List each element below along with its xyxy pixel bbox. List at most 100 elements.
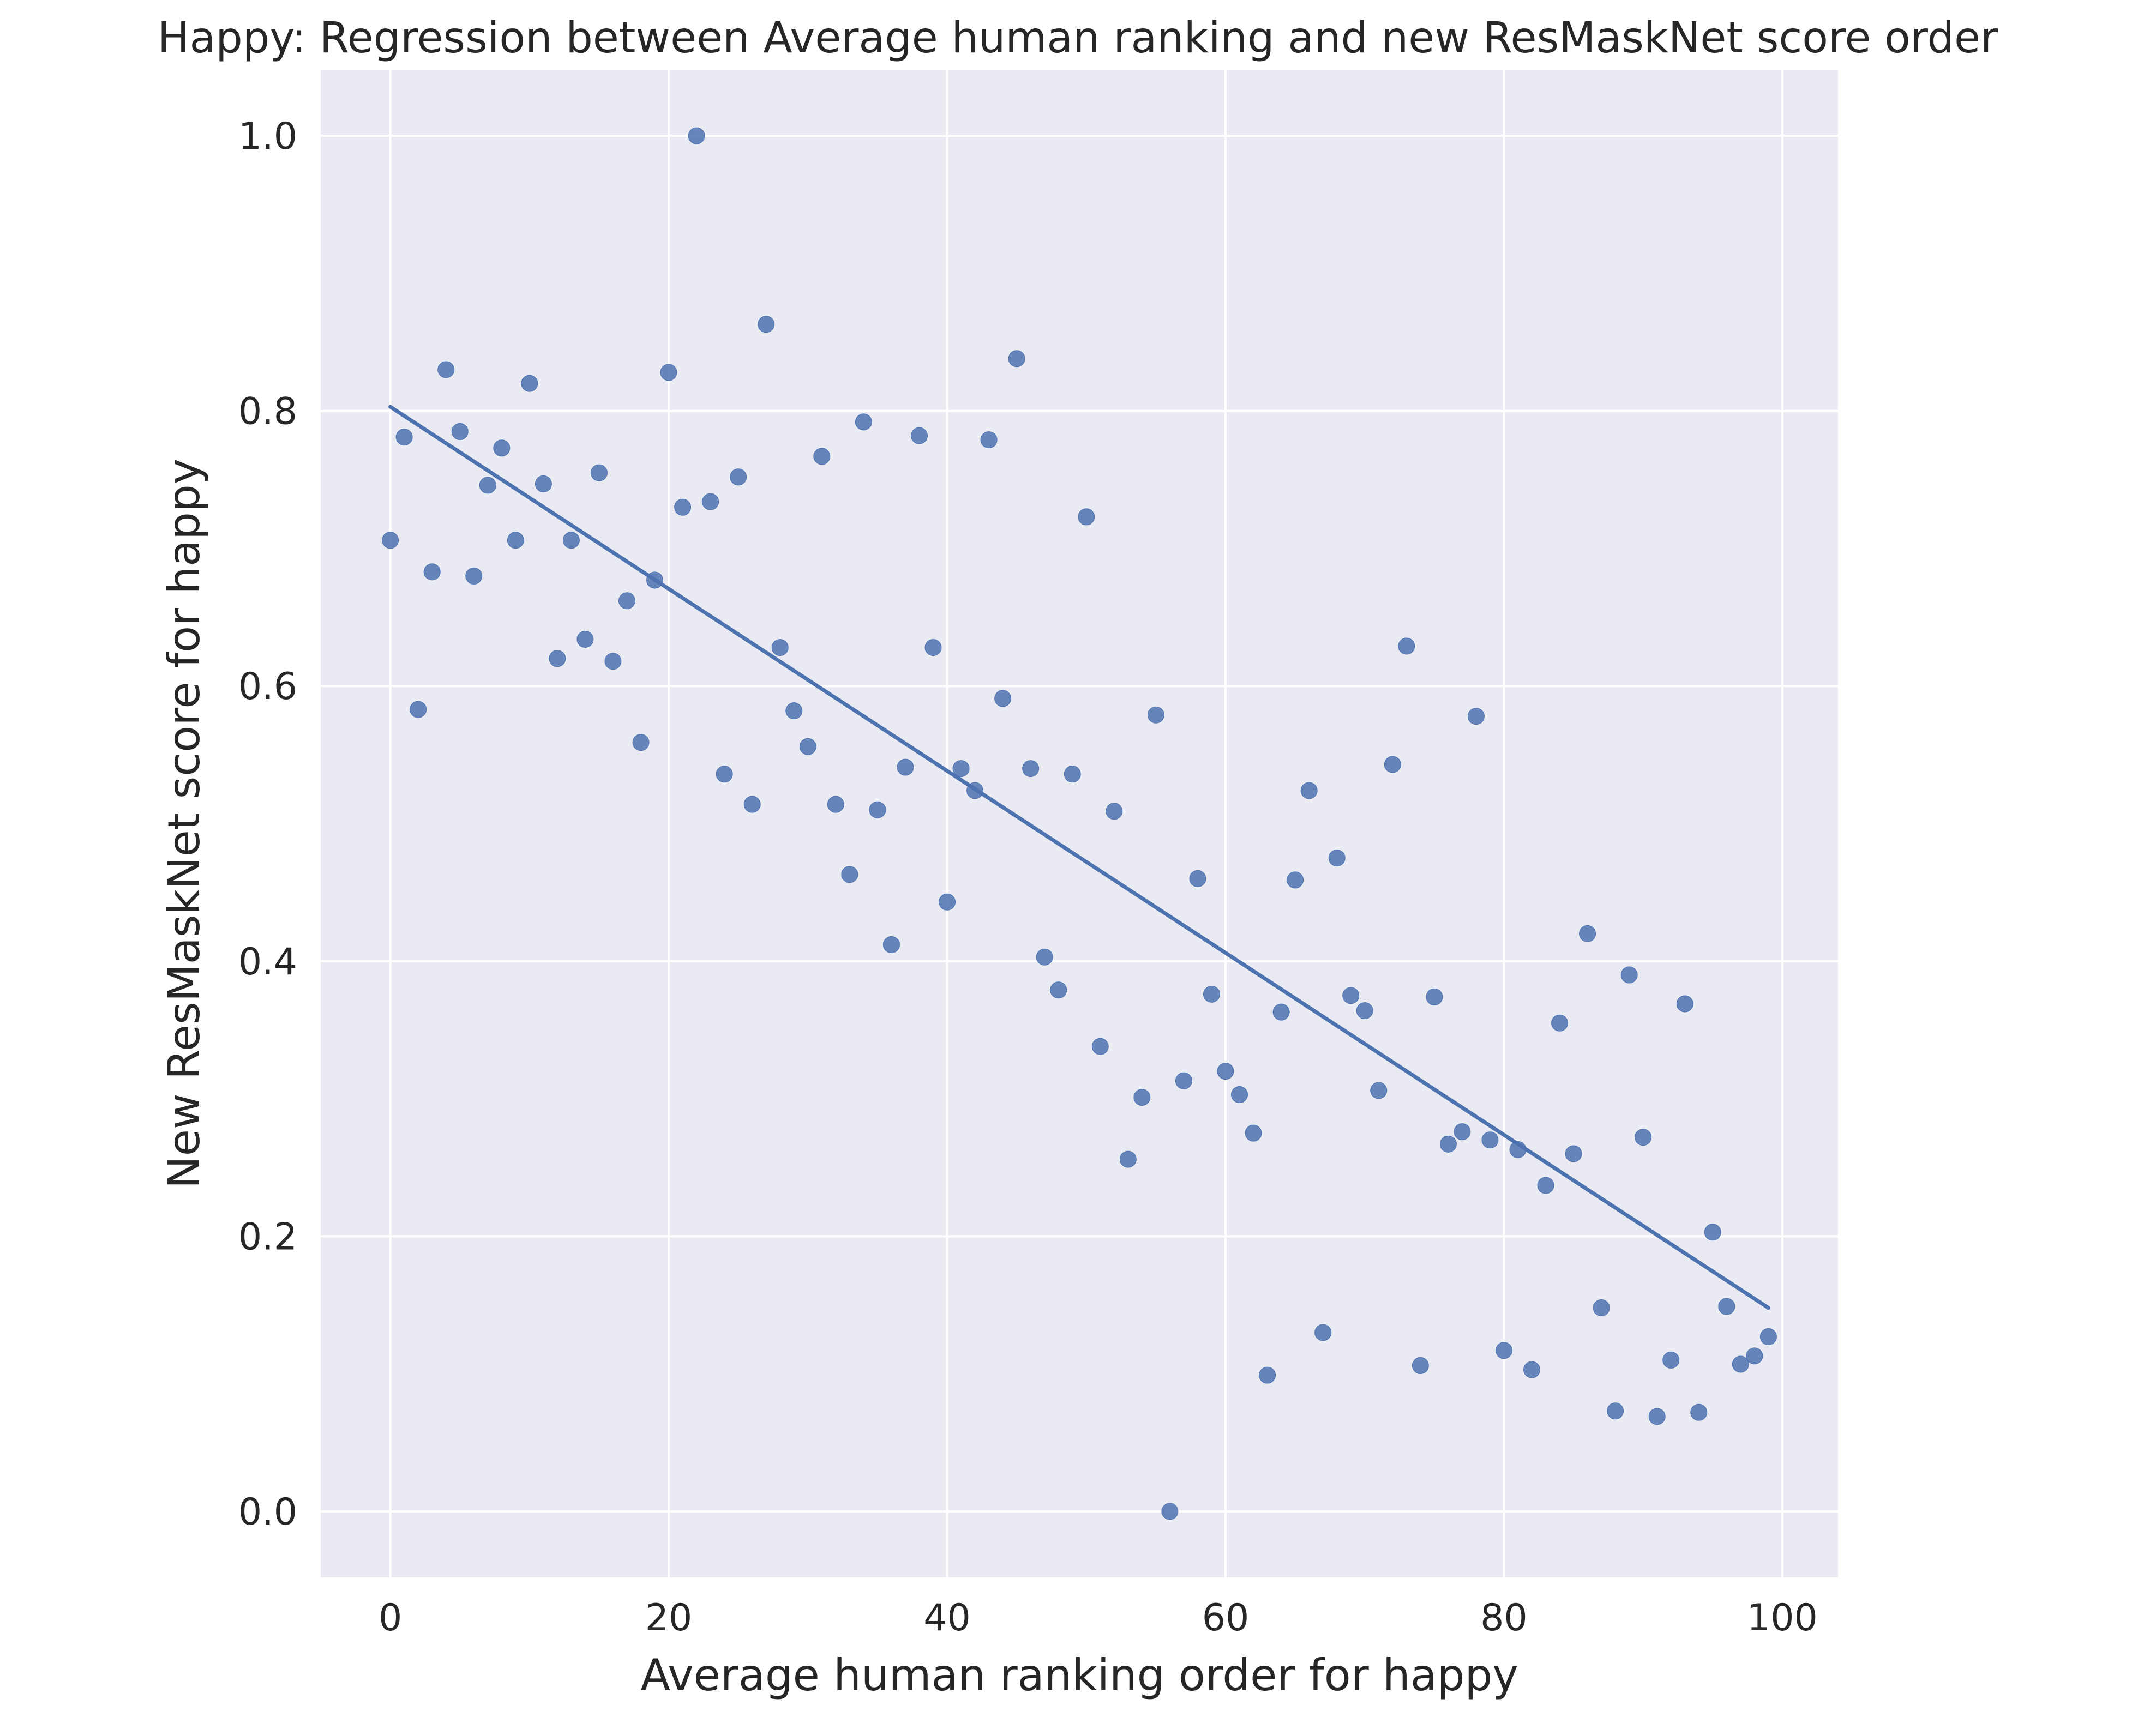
data-point: [1147, 706, 1164, 724]
data-point: [1106, 803, 1123, 820]
data-point: [493, 439, 511, 457]
data-point: [1175, 1072, 1192, 1089]
data-point: [410, 701, 427, 718]
y-tick-label: 0.8: [238, 390, 297, 433]
data-point: [1607, 1402, 1624, 1420]
data-point: [1078, 508, 1095, 526]
data-point: [660, 364, 677, 381]
data-point: [1635, 1129, 1652, 1146]
data-point: [423, 563, 441, 581]
data-point: [1245, 1124, 1262, 1142]
data-point: [1537, 1177, 1554, 1194]
data-point: [910, 427, 928, 444]
data-point: [1690, 1403, 1708, 1421]
data-point: [939, 893, 956, 911]
data-point: [1439, 1135, 1457, 1153]
data-point: [674, 498, 692, 516]
data-point: [507, 532, 524, 549]
data-point: [1091, 1038, 1109, 1055]
data-point: [1718, 1298, 1735, 1315]
y-tick-label: 0.6: [238, 665, 297, 708]
y-axis-label: New ResMaskNet score for happy: [159, 459, 209, 1189]
data-point: [1050, 981, 1067, 999]
data-point: [994, 690, 1012, 707]
grid: [321, 70, 1838, 1577]
data-point: [1189, 870, 1206, 887]
data-point: [869, 801, 886, 818]
data-point: [1161, 1503, 1179, 1520]
data-point: [535, 475, 552, 492]
data-point: [716, 766, 733, 783]
data-point: [465, 567, 483, 585]
data-point: [952, 760, 970, 778]
y-tick-label: 0.0: [238, 1491, 297, 1534]
data-point: [1064, 766, 1081, 783]
data-point: [813, 448, 831, 465]
data-point: [1328, 850, 1346, 867]
x-tick-label: 60: [1202, 1596, 1250, 1640]
data-point: [1676, 995, 1693, 1013]
data-point: [1008, 350, 1025, 368]
plot-area: [321, 70, 1838, 1577]
data-point: [1342, 987, 1360, 1004]
chart-title: Happy: Regression between Average human …: [158, 14, 1998, 63]
x-tick-label: 0: [379, 1596, 402, 1640]
data-point: [1272, 1003, 1290, 1021]
data-point: [382, 532, 399, 549]
y-tick-label: 0.2: [238, 1215, 297, 1258]
data-point: [841, 866, 858, 883]
data-point: [785, 702, 803, 720]
data-point: [1287, 871, 1304, 889]
data-point: [1579, 925, 1596, 942]
data-point: [1620, 966, 1638, 984]
data-point: [1370, 1082, 1388, 1099]
data-point: [1732, 1355, 1749, 1373]
data-point: [743, 796, 761, 813]
data-point: [1426, 988, 1443, 1005]
data-point: [924, 639, 942, 656]
data-point: [1356, 1002, 1373, 1020]
regression-line: [388, 405, 1770, 1310]
x-tick-label: 20: [645, 1596, 693, 1640]
data-point: [1523, 1361, 1540, 1378]
data-point: [437, 361, 455, 378]
data-point: [590, 464, 608, 481]
data-point: [1467, 708, 1485, 725]
data-point: [1412, 1357, 1429, 1374]
data-point: [1259, 1366, 1276, 1384]
data-point: [1481, 1131, 1499, 1149]
data-point: [1565, 1145, 1582, 1162]
data-points: [382, 127, 1777, 1520]
data-point: [632, 734, 650, 751]
data-point: [549, 650, 566, 667]
data-point: [702, 493, 719, 510]
data-point: [1217, 1063, 1234, 1080]
data-point: [451, 423, 469, 440]
data-point: [1133, 1089, 1151, 1106]
data-point: [1203, 985, 1220, 1003]
data-point: [827, 796, 844, 813]
data-point: [799, 738, 816, 755]
x-tick-label: 40: [923, 1596, 971, 1640]
data-point: [1314, 1324, 1332, 1341]
data-point: [1746, 1347, 1763, 1365]
data-point: [604, 653, 622, 670]
data-point: [479, 477, 496, 494]
data-point: [521, 375, 538, 392]
data-point: [395, 429, 413, 446]
x-axis-label: Average human ranking order for happy: [640, 1650, 1518, 1701]
data-point: [1704, 1224, 1721, 1241]
data-point: [882, 936, 900, 954]
data-point: [1495, 1342, 1512, 1359]
data-point: [1454, 1123, 1471, 1141]
data-point: [562, 532, 580, 549]
data-point: [1036, 948, 1053, 966]
data-point: [730, 468, 747, 486]
data-point: [1551, 1014, 1569, 1032]
data-point: [688, 127, 705, 144]
data-point: [980, 431, 998, 449]
data-point: [576, 630, 594, 648]
data-point: [1648, 1408, 1666, 1425]
data-point: [1662, 1351, 1680, 1369]
